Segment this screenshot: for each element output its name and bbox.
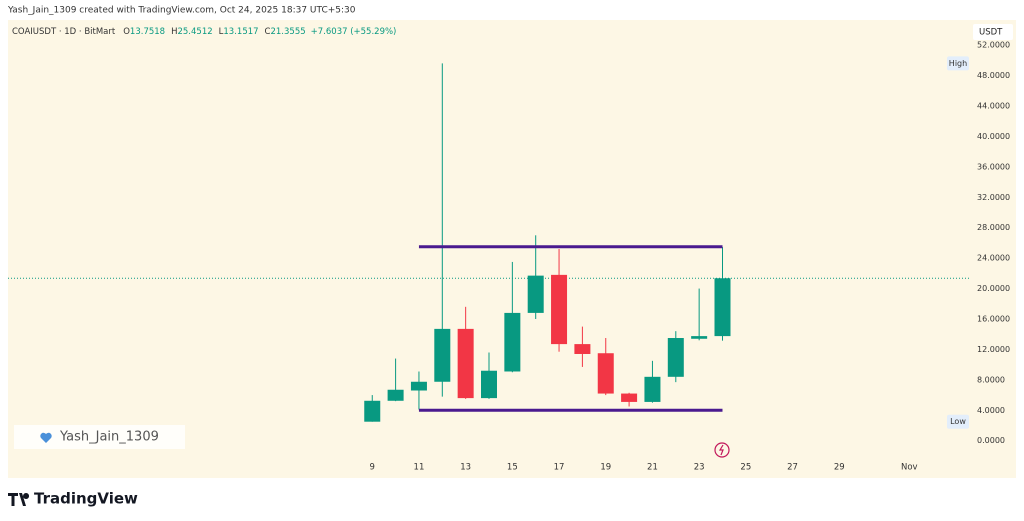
y-tick-label: 28.0000 — [977, 223, 1010, 232]
chart-background — [8, 20, 1016, 478]
ohlc-label: O — [123, 27, 130, 37]
x-tick-label: 23 — [694, 463, 705, 473]
candle-body — [691, 336, 708, 339]
x-tick-label: 21 — [647, 463, 658, 473]
brand: TradingView — [34, 490, 138, 508]
ohlc-value: 21.3555 — [270, 27, 305, 37]
y-tick-label: 52.0000 — [977, 41, 1010, 50]
ohlc-label: H — [171, 27, 177, 37]
ohlc-value: 13.1517 — [223, 27, 258, 37]
symbol: COAIUSDT · 1D · BitMart — [12, 27, 116, 37]
event-icon[interactable] — [714, 442, 730, 458]
heart-icon — [40, 432, 52, 443]
brand-logo — [8, 493, 30, 506]
y-tick-label: 32.0000 — [977, 193, 1010, 202]
ohlc-label: L — [219, 27, 224, 37]
axis-marker-label: High — [949, 59, 967, 68]
currency: USDT — [979, 28, 1003, 38]
candle-body — [434, 328, 451, 382]
x-tick-label: 17 — [554, 463, 565, 473]
x-tick-label: 11 — [414, 463, 425, 473]
symbol-header: COAIUSDT · 1D · BitMart O13.7518 H25.4512 L… — [12, 27, 396, 37]
candle-body — [597, 353, 614, 394]
x-tick-label: 13 — [460, 463, 471, 473]
currency-box — [973, 24, 1013, 40]
ohlc-value: 13.7518 — [130, 27, 165, 37]
x-tick-label: 15 — [507, 463, 518, 473]
y-tick-label: 24.0000 — [977, 254, 1010, 263]
y-tick-label: 20.0000 — [977, 284, 1010, 293]
x-tick-label: 25 — [740, 463, 751, 473]
y-tick-label: 40.0000 — [977, 132, 1010, 141]
candle-body — [574, 344, 591, 354]
x-tick-label: 9 — [370, 463, 375, 473]
y-tick-label: 44.0000 — [977, 101, 1010, 110]
candle-body — [667, 338, 684, 377]
candle-body — [387, 389, 404, 401]
x-tick-label: 19 — [600, 463, 611, 473]
candle-body — [551, 274, 568, 345]
candle-body — [644, 376, 661, 402]
y-tick-label: 48.0000 — [977, 71, 1010, 80]
y-tick-label: 16.0000 — [977, 314, 1010, 323]
credit: Yash_Jain_1309 created with TradingView.… — [7, 6, 356, 16]
candle-body — [457, 328, 474, 399]
event-bolt — [718, 444, 724, 456]
candle-body — [714, 278, 731, 337]
candle-body — [527, 275, 544, 313]
change: +7.6037 (+55.29%) — [311, 27, 397, 37]
candle-body — [621, 393, 638, 402]
y-tick-label: 4.0000 — [977, 406, 1005, 415]
candle-body — [364, 400, 381, 422]
watermark: Yash_Jain_1309 — [59, 430, 159, 445]
ohlc-value: 25.4512 — [177, 27, 212, 37]
x-tick-label: 29 — [834, 463, 845, 473]
ohlc-label: C — [265, 27, 271, 37]
x-tick-label: Nov — [901, 463, 918, 473]
y-tick-label: 0.0000 — [977, 436, 1005, 445]
candle-body — [410, 381, 427, 391]
axis-marker-label: Low — [950, 417, 966, 426]
y-tick-label: 12.0000 — [977, 345, 1010, 354]
y-tick-label: 36.0000 — [977, 162, 1010, 171]
x-tick-label: 27 — [787, 463, 798, 473]
candle-body — [504, 312, 521, 372]
y-tick-label: 8.0000 — [977, 375, 1005, 384]
axis-marker-box — [947, 56, 969, 71]
candle-body — [481, 370, 497, 399]
axis-marker-box — [947, 414, 969, 429]
